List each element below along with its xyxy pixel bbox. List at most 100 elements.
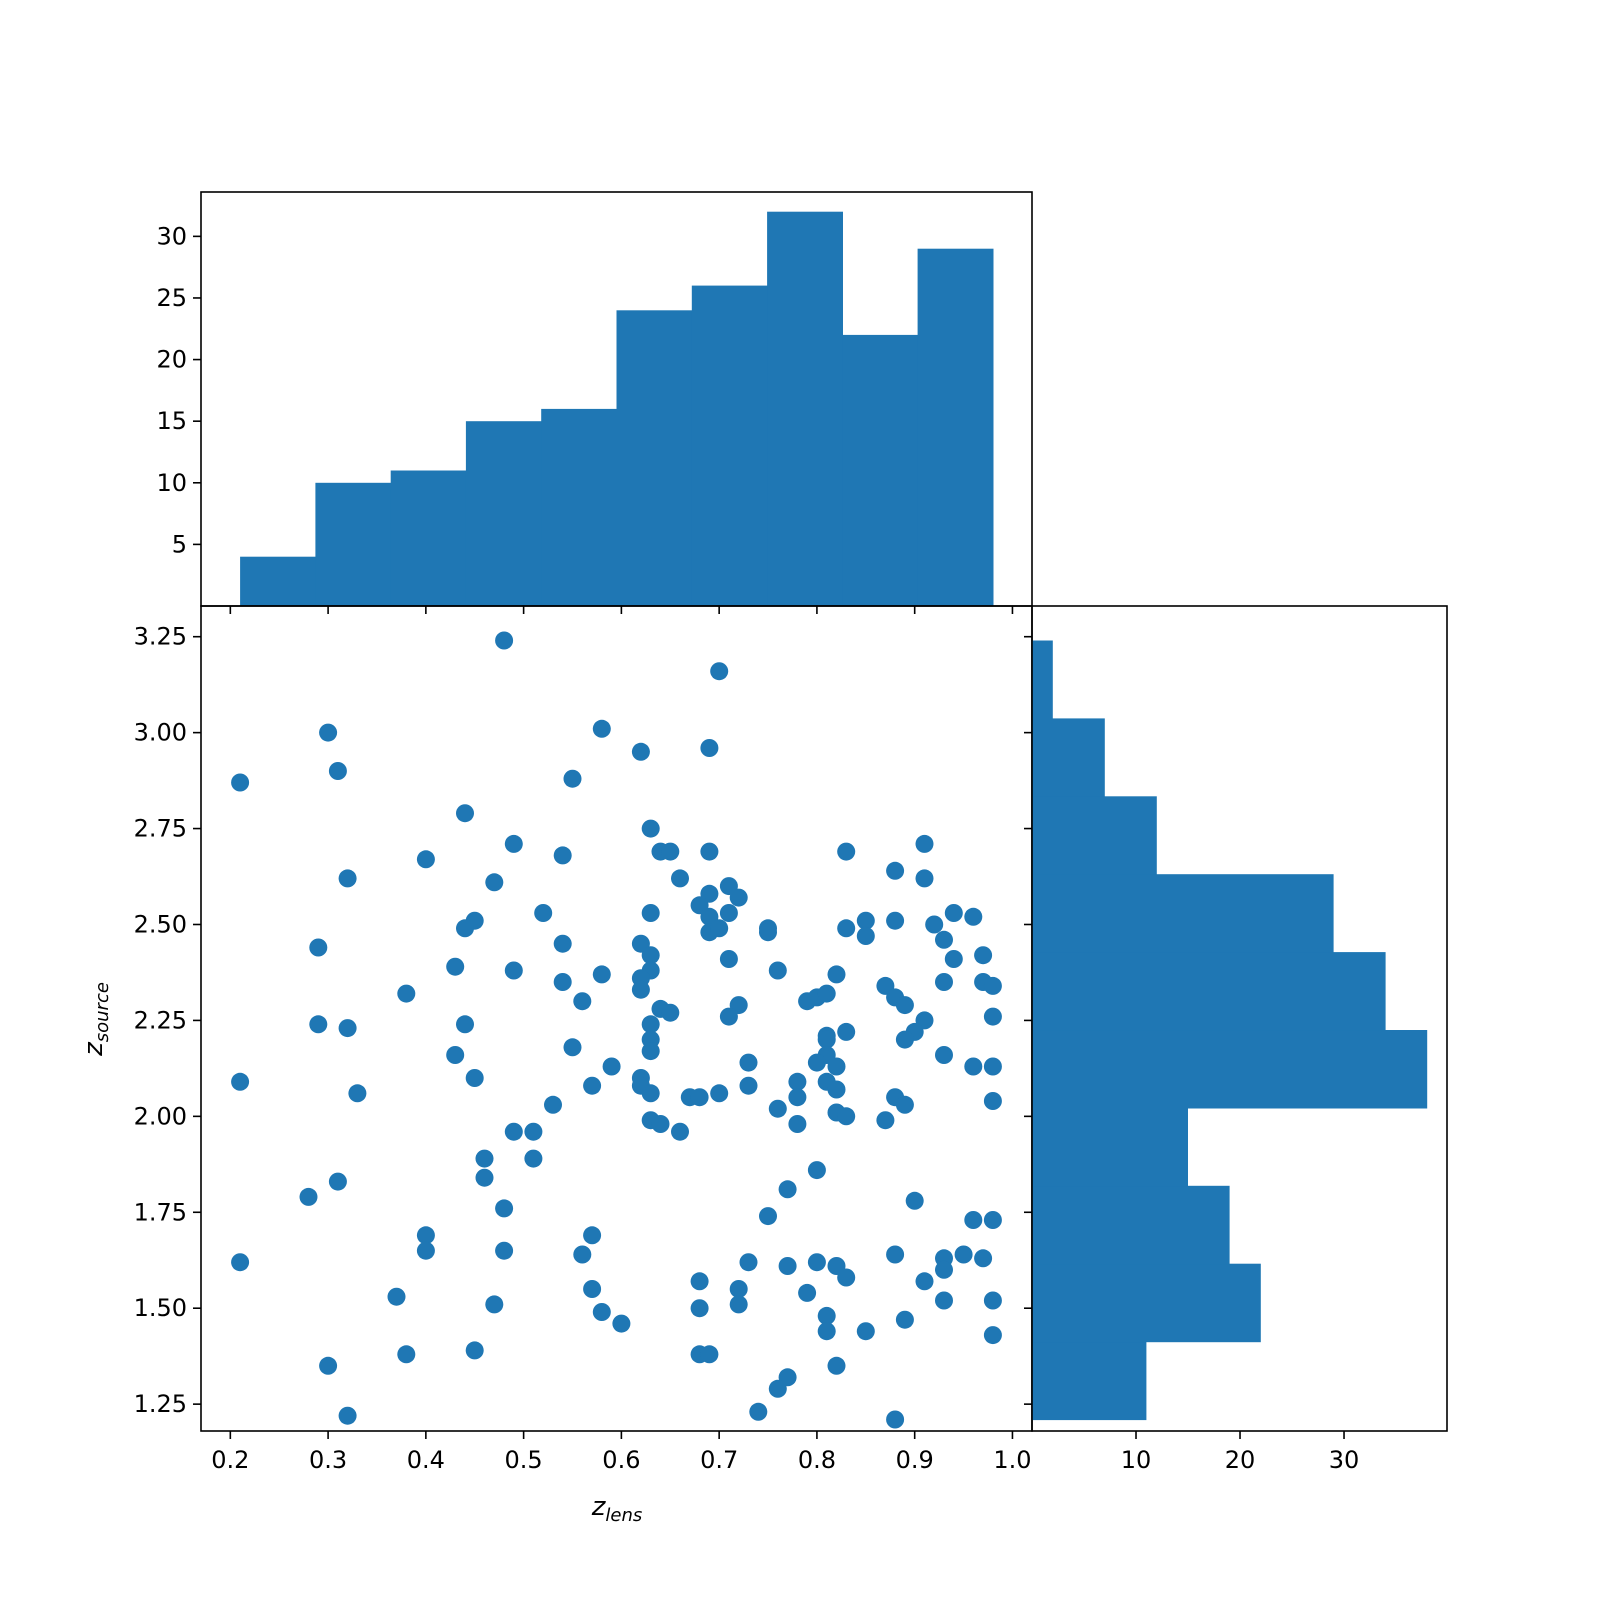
scatter-point <box>817 1030 836 1049</box>
scatter-point <box>299 1187 318 1206</box>
scatter-point <box>935 930 953 949</box>
scatter-point <box>778 1257 797 1275</box>
scatter-point <box>807 1161 826 1180</box>
scatter-point <box>856 911 875 930</box>
scatter-point <box>495 1199 514 1218</box>
scatter-point <box>475 1149 494 1168</box>
x-tick-label: 0.8 <box>798 1446 836 1474</box>
scatter-point <box>935 1046 953 1064</box>
scatter-point <box>710 1084 729 1103</box>
right-histogram-x-ticks: 10 20 30 <box>1121 1431 1359 1474</box>
scatter-point <box>837 842 856 861</box>
top-histogram-bar <box>390 470 467 606</box>
scatter-point <box>837 1022 856 1041</box>
scatter-point <box>807 1253 826 1272</box>
x-tick-label: 0.5 <box>505 1446 543 1474</box>
scatter-point <box>729 1295 748 1314</box>
scatter-point <box>729 1280 748 1298</box>
scatter-point <box>719 950 738 968</box>
scatter-point <box>719 1007 738 1026</box>
scatter-point <box>895 1095 914 1114</box>
scatter-point <box>827 1356 846 1375</box>
scatter-point <box>964 907 983 926</box>
scatter-point <box>954 1245 973 1264</box>
scatter-point <box>231 773 250 792</box>
scatter-point <box>338 1019 357 1038</box>
scatter-point <box>553 973 572 991</box>
right-histogram-bar <box>1032 1341 1147 1421</box>
scatter-point <box>759 1207 777 1226</box>
scatter-point <box>964 1057 983 1076</box>
scatter-point <box>504 961 523 980</box>
scatter-point <box>983 1211 1002 1229</box>
scatter-point <box>905 1191 924 1210</box>
y-tick-label: 2.50 <box>134 910 187 938</box>
scatter-point <box>827 1080 846 1099</box>
right-histogram-bars <box>1032 640 1428 1421</box>
scatter-point <box>710 662 729 681</box>
top-histogram: 5 10 15 20 25 30 <box>156 191 1033 607</box>
scatter-point <box>592 1303 611 1321</box>
scatter-point <box>915 834 934 853</box>
right-histogram-bar <box>1032 796 1157 875</box>
scatter-point <box>886 1245 905 1264</box>
scatter-point <box>641 904 660 922</box>
top-histogram-bar <box>240 556 316 606</box>
scatter-point <box>446 957 465 976</box>
scatter-point <box>759 923 777 942</box>
scatter-point <box>935 1291 953 1310</box>
scatter-point <box>817 984 836 1003</box>
top-y-tick-label: 15 <box>156 407 187 435</box>
scatter-point <box>964 1211 983 1229</box>
x-tick-label: 0.9 <box>896 1446 934 1474</box>
scatter-point <box>446 1046 465 1064</box>
top-y-tick-label: 5 <box>172 530 187 558</box>
scatter-point <box>338 869 357 888</box>
scatter-point <box>944 950 963 968</box>
scatter-point <box>661 1003 680 1022</box>
scatter-point <box>710 919 729 938</box>
top-histogram-bar <box>616 310 693 606</box>
scatter-point <box>690 1299 709 1318</box>
y-axis-label: zsource <box>79 982 113 1057</box>
x-tick-label: 0.4 <box>407 1446 445 1474</box>
x-tick-label: 0.3 <box>309 1446 347 1474</box>
x-tick-label: 0.7 <box>700 1446 738 1474</box>
scatter-point <box>583 1076 602 1095</box>
y-tick-label: 2.25 <box>134 1006 187 1034</box>
scatter-point <box>895 996 914 1015</box>
scatter-point <box>465 1341 484 1360</box>
scatter-point <box>309 938 328 957</box>
scatter-point <box>416 1241 435 1260</box>
scatter-point <box>915 869 934 888</box>
scatter-point <box>592 965 611 984</box>
scatter-point <box>768 961 787 980</box>
scatter-point <box>895 1030 914 1049</box>
scatter-point <box>641 1042 660 1061</box>
scatter-point <box>573 1245 592 1264</box>
scatter-point <box>641 946 660 965</box>
scatter-point <box>798 1283 817 1302</box>
scatter-point <box>319 723 338 742</box>
scatter-point <box>328 1172 347 1191</box>
scatter-point <box>876 1111 895 1130</box>
right-histogram-bar <box>1032 1263 1261 1343</box>
top-histogram-bar <box>842 334 919 606</box>
scatter-point <box>739 1076 758 1095</box>
right-x-tick-label: 10 <box>1121 1446 1152 1474</box>
top-y-tick-label: 25 <box>156 284 187 312</box>
scatter-point <box>563 1038 582 1057</box>
right-x-tick-label: 20 <box>1225 1446 1256 1474</box>
scatter-point <box>416 1226 435 1245</box>
scatter-point <box>739 1253 758 1272</box>
top-y-tick-label: 20 <box>156 346 187 374</box>
right-histogram-bar <box>1032 640 1053 719</box>
scatter-point <box>729 888 748 907</box>
scatter-plot: 0.2 0.3 0.4 0.5 0.6 0.7 0.8 0.9 1.0 1.25 1.50 1.75… <box>79 605 1033 1526</box>
scatter-point <box>475 1168 494 1187</box>
scatter-point <box>768 1099 787 1118</box>
y-tick-label: 1.75 <box>134 1198 187 1226</box>
scatter-point <box>524 1122 543 1141</box>
scatter-point <box>534 904 553 922</box>
scatter-point <box>749 1402 768 1421</box>
